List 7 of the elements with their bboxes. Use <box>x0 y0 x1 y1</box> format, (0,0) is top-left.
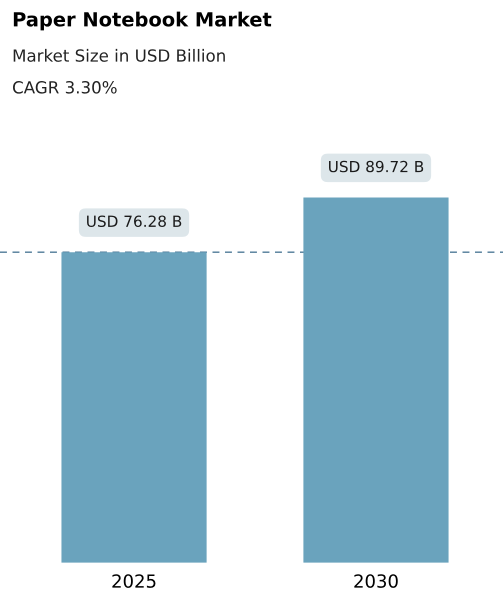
chart-subtitle: Market Size in USD Billion <box>14 48 225 62</box>
chart-title: Paper Notebook Market <box>14 12 272 30</box>
x-tick-label: 2025 <box>112 574 156 588</box>
data-label: USD 89.72 B <box>329 160 424 172</box>
x-tick-label: 2030 <box>354 574 398 588</box>
data-label: USD 76.28 B <box>87 215 182 228</box>
text: CAGR 3.30% <box>13 81 117 94</box>
